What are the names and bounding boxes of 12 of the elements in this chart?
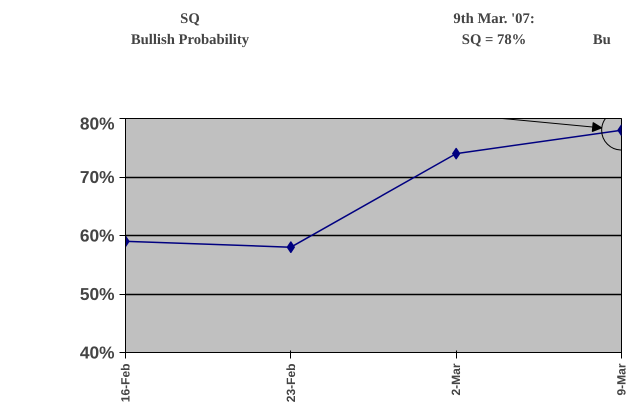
x-tick-label: 16-Feb bbox=[118, 363, 132, 402]
text: Bu bbox=[592, 32, 611, 48]
chart-title: SQ Bullish Probability bbox=[130, 11, 250, 48]
y-tick-label: 40% bbox=[80, 342, 115, 362]
x-tick-label: 9-Mar bbox=[614, 363, 628, 396]
y-tick-label: 70% bbox=[80, 167, 115, 187]
x-tick-label: 23-Feb bbox=[284, 363, 298, 402]
y-tick-label: 60% bbox=[80, 226, 115, 246]
text: 9th Mar. '07: SQ = 78% bbox=[453, 11, 535, 48]
y-tick-label: 50% bbox=[80, 284, 115, 304]
x-tick-label: 2-Mar bbox=[449, 363, 464, 396]
y-tick-label: 80% bbox=[80, 114, 115, 134]
